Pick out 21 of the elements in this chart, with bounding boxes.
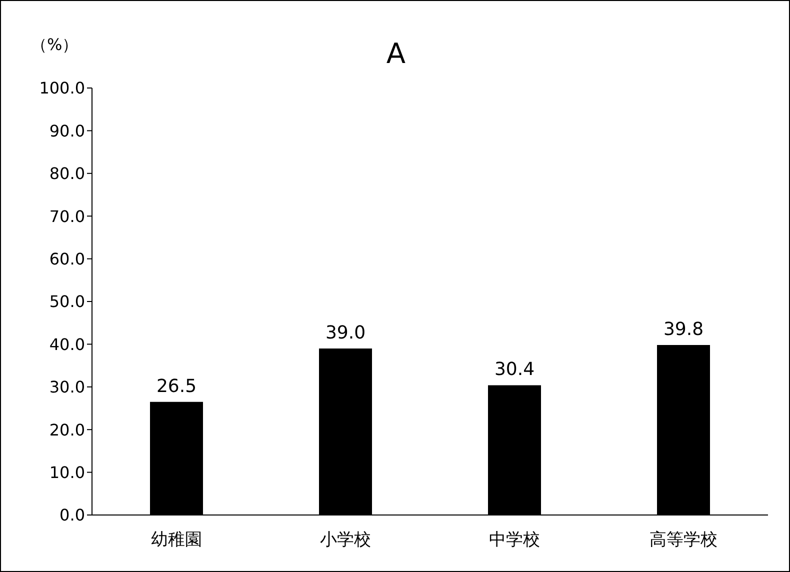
data-label: 39.0 <box>325 322 366 344</box>
x-tick-label: 中学校 <box>489 530 540 550</box>
y-tick-label: 100.0 <box>39 78 85 98</box>
y-tick-label: 20.0 <box>49 420 85 440</box>
y-tick-label: 60.0 <box>49 249 85 268</box>
x-tick-label: 小学校 <box>320 530 371 550</box>
x-tick-label: 幼稚園 <box>151 530 202 550</box>
y-tick-label: 90.0 <box>49 121 85 140</box>
y-tick-label: 10.0 <box>49 462 85 482</box>
y-tick-label: 50.0 <box>49 292 85 312</box>
data-label: 30.4 <box>494 359 535 380</box>
y-axis-title: （%） <box>31 35 78 56</box>
data-label: 39.8 <box>663 319 704 340</box>
y-tick-label: 80.0 <box>49 164 85 184</box>
y-tick-label: 0.0 <box>60 506 85 525</box>
y-tick-label: 40.0 <box>49 334 85 354</box>
y-tick-label: 30.0 <box>49 378 85 397</box>
x-tick-label: 高等学校 <box>650 530 718 550</box>
data-label: 26.5 <box>156 376 197 397</box>
chart-title: A <box>386 37 406 70</box>
y-tick-label: 70.0 <box>49 206 85 226</box>
